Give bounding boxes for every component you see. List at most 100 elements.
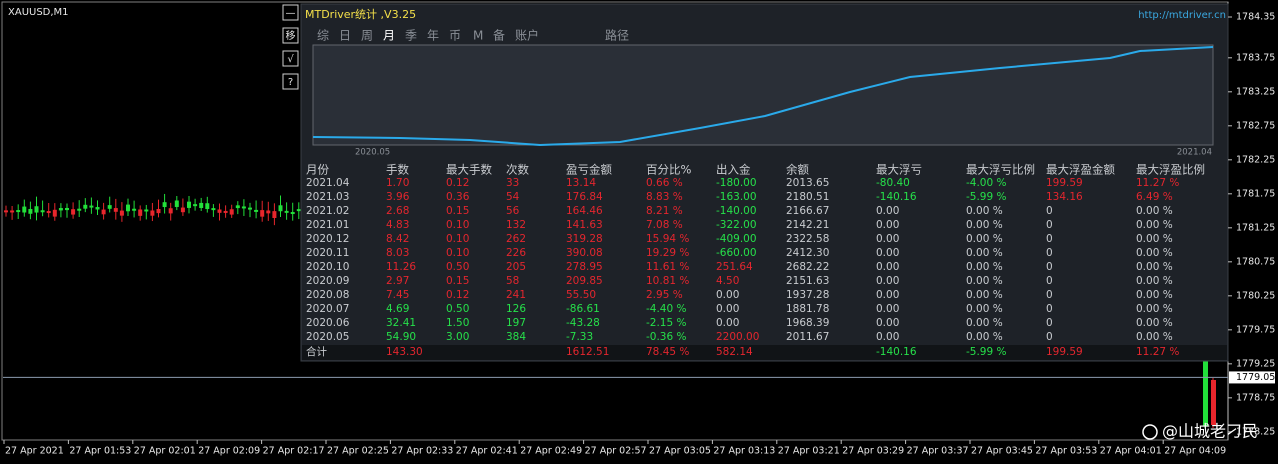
candle-body	[296, 209, 301, 212]
tab[interactable]: M	[473, 29, 483, 43]
table-header: 最大手数	[446, 163, 492, 177]
table-cell: 2322.58	[786, 233, 829, 245]
time-label: 27 Apr 03:37	[907, 446, 969, 457]
candle-body	[235, 205, 240, 209]
candle-body	[107, 205, 112, 209]
time-label: 27 Apr 03:45	[971, 446, 1033, 457]
side-button[interactable]	[282, 27, 299, 44]
table-cell: 0.15	[446, 205, 469, 217]
table-cell: 0.00 %	[1136, 275, 1173, 287]
table-cell: 251.64	[716, 261, 753, 273]
candle-body	[126, 204, 130, 212]
candle-body	[89, 205, 94, 208]
total-cell: 78.45 %	[646, 346, 689, 358]
table-cell: 164.46	[566, 205, 603, 217]
price-tick-label: 1778.25	[1236, 426, 1275, 437]
table-cell: -86.61	[566, 303, 600, 315]
table-cell: 2.95 %	[646, 289, 683, 301]
time-label: 27 Apr 02:49	[520, 446, 582, 457]
candle-body	[95, 207, 100, 210]
total-cell: -140.16	[876, 346, 917, 358]
table-cell: -409.00	[716, 233, 757, 245]
side-button-label: ?	[288, 77, 293, 88]
table-cell: 134.16	[1046, 191, 1083, 203]
table-cell: 56	[506, 205, 520, 217]
table-cell: 2021.04	[306, 177, 350, 189]
table-cell: 4.50	[716, 275, 739, 287]
table-cell: 2180.51	[786, 191, 829, 203]
time-label: 27 Apr 02:33	[391, 446, 453, 457]
table-cell: 7.45	[386, 289, 409, 301]
price-tick-label: 1781.25	[1236, 222, 1275, 233]
table-cell: 2020.07	[306, 303, 349, 315]
side-button[interactable]	[282, 4, 299, 21]
table-cell: 55.50	[566, 289, 596, 301]
candle-body	[199, 202, 204, 209]
table-cell: 241	[506, 289, 526, 301]
candle-body	[138, 209, 143, 216]
table-cell: 8.03	[386, 247, 409, 259]
table-cell: 0.36	[446, 191, 470, 203]
price-tick-label: 1779.25	[1236, 358, 1275, 369]
curve-label: 2020.05	[355, 148, 390, 158]
table-header: 盈亏金额	[566, 163, 612, 177]
tab[interactable]: 路径	[605, 28, 629, 43]
tab[interactable]: 年	[427, 29, 439, 43]
table-cell: 0	[1046, 247, 1053, 259]
table-cell: 126	[506, 303, 526, 315]
candle-body	[119, 210, 124, 216]
panel-url[interactable]: http://mtdriver.cn	[1138, 10, 1226, 21]
candle-body	[46, 211, 51, 214]
watermark-icon	[1142, 424, 1158, 440]
tab[interactable]: 综	[317, 29, 329, 43]
tab[interactable]: 周	[361, 29, 373, 43]
table-cell: 1.50	[446, 317, 469, 329]
time-label: 27 Apr 02:41	[456, 446, 518, 457]
table-cell: 2021.03	[306, 191, 349, 203]
table-cell: 0	[1046, 205, 1053, 217]
candle-body	[193, 204, 198, 207]
candle-body	[187, 201, 191, 208]
table-cell: 0.00 %	[966, 261, 1003, 273]
tab[interactable]: 备	[493, 29, 505, 43]
time-label: 27 Apr 01:53	[69, 446, 131, 457]
table-cell: 2020.12	[306, 233, 349, 245]
tab[interactable]: 账户	[515, 28, 539, 43]
table-cell: 11.27 %	[1136, 177, 1179, 189]
table-cell: -180.00	[716, 177, 757, 189]
curve-label: 2021.04	[1177, 148, 1212, 158]
table-cell: 209.85	[566, 275, 603, 287]
watermark: @山城老刁民	[1162, 422, 1258, 441]
table-header: 出入金	[716, 163, 751, 177]
table-cell: 0.00 %	[966, 247, 1003, 259]
price-tick-label: 1782.25	[1236, 154, 1275, 165]
candle-body	[150, 210, 155, 216]
tab[interactable]: 季	[405, 29, 417, 43]
table-cell: 7.08 %	[646, 219, 683, 231]
table-cell: 0.00	[716, 289, 739, 301]
candle-body	[162, 202, 167, 208]
table-cell: 197	[506, 317, 526, 329]
tab[interactable]: 币	[449, 29, 461, 43]
tab[interactable]: 月	[383, 29, 395, 43]
side-button[interactable]	[282, 50, 299, 67]
candle-body	[211, 208, 216, 211]
table-header: 百分比%	[646, 163, 691, 177]
table-cell: 2021.02	[306, 205, 349, 217]
table-cell: 0	[1046, 233, 1053, 245]
table-cell: -43.28	[566, 317, 600, 329]
candle-body	[241, 206, 246, 209]
time-label: 27 Apr 02:17	[263, 446, 325, 457]
tab[interactable]: 日	[339, 29, 351, 43]
panel-title: MTDriver统计 ,V3.25	[305, 8, 416, 21]
table-cell: 10.81 %	[646, 275, 689, 287]
table-cell: 54	[506, 191, 520, 203]
table-cell: 54.90	[386, 331, 416, 343]
side-button[interactable]	[282, 73, 299, 90]
table-cell: 0.00 %	[1136, 247, 1173, 259]
time-label: 27 Apr 03:13	[713, 446, 775, 457]
candle-body	[205, 203, 210, 210]
table-cell: 2020.05	[306, 331, 349, 343]
